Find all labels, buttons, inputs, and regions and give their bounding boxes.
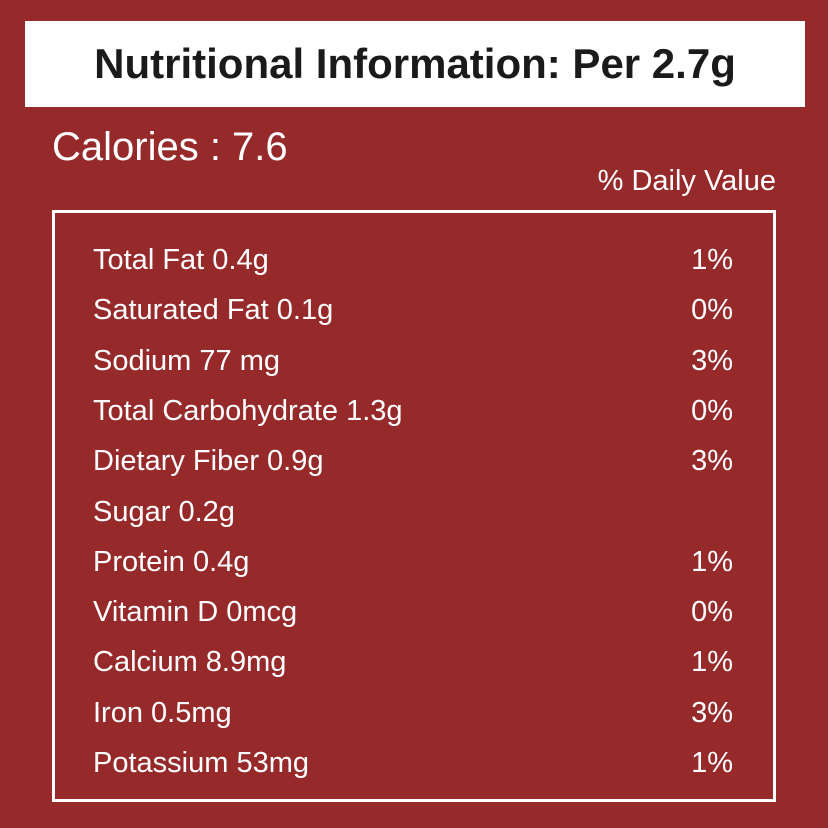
daily-percent: 0% [691, 394, 733, 427]
daily-percent: 3% [691, 696, 733, 729]
nutrient-name: Total Carbohydrate 1.3g [93, 394, 403, 427]
nutrient-name: Saturated Fat 0.1g [93, 294, 334, 327]
nutrient-row: Sodium 77 mg 3% [93, 336, 733, 386]
calories: Calories : 7.6 [52, 125, 288, 169]
nutrient-row: Dietary Fiber 0.9g 3% [93, 436, 733, 486]
nutrient-table: Total Fat 0.4g 1% Saturated Fat 0.1g 0% Sodi… [52, 210, 776, 802]
nutrient-row: Vitamin D 0mcg 0% [93, 587, 733, 637]
nutrient-name: Total Fat 0.4g [93, 244, 269, 276]
daily-percent: 1% [691, 646, 733, 679]
nutrient-row: Iron 0.5mg 3% [93, 688, 733, 738]
title: Nutritional Information: Per 2.7g [25, 21, 805, 107]
nutrient-row: Potassium 53mg 1% [93, 738, 733, 788]
nutrient-name: Vitamin D 0mcg [93, 596, 298, 629]
nutrient-row: Sugar 0.2g [93, 487, 733, 537]
daily-percent: 3% [691, 344, 733, 377]
nutrient-name: Iron 0.5mg [93, 696, 232, 729]
nutrient-name: Potassium 53mg [93, 747, 309, 779]
nutrient-row: Saturated Fat 0.1g 0% [93, 285, 733, 335]
nutrient-row: Total Carbohydrate 1.3g 0% [93, 386, 733, 436]
daily-percent: 0% [691, 596, 733, 629]
nutrient-name: Sodium 77 mg [93, 344, 280, 377]
nutrient-name: Sugar 0.2g [93, 495, 235, 528]
nutrient-name: Calcium 8.9mg [93, 646, 287, 679]
nutrient-row: Total Fat 0.4g 1% [93, 235, 733, 285]
daily-percent: 3% [691, 445, 733, 478]
nutrient-row: Calcium 8.9mg 1% [93, 637, 733, 687]
daily-percent: 0% [691, 294, 733, 327]
nutrient-name: Dietary Fiber 0.9g [93, 445, 324, 478]
daily-percent: 1% [691, 244, 733, 276]
nutrient-row: Protein 0.4g 1% [93, 537, 733, 587]
nutrient-name: Protein 0.4g [93, 545, 250, 578]
daily-percent: 1% [691, 545, 733, 578]
daily-value-heading: % Daily Value [597, 165, 776, 197]
daily-percent: 1% [691, 747, 733, 779]
